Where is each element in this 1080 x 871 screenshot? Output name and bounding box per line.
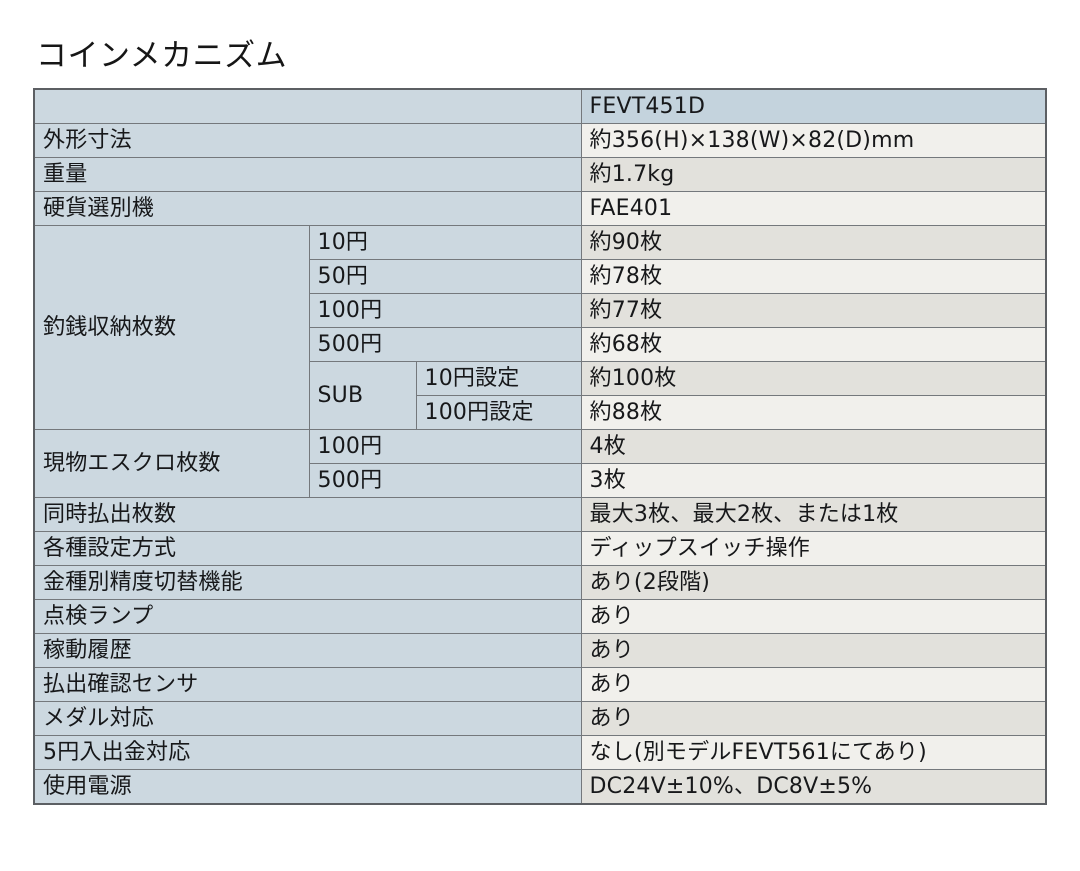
row-value: ディップスイッチ操作	[580, 531, 1047, 566]
table-row: 500円 3枚	[34, 463, 1047, 498]
row-label: 同時払出枚数	[33, 497, 582, 532]
table-row: 重量 約1.7kg	[33, 157, 1047, 192]
row-sublabel-sub: SUB	[308, 361, 417, 430]
table-row: 各種設定方式 ディップスイッチ操作	[33, 531, 1047, 566]
table-row: 50円 約78枚	[34, 259, 1047, 294]
row-label: 金種別精度切替機能	[33, 565, 582, 600]
row-value: あり	[580, 667, 1047, 702]
row-value: あり	[580, 599, 1047, 634]
row-label: 重量	[33, 157, 582, 192]
row-value: あり	[580, 701, 1047, 736]
table-row: 払出確認センサ あり	[33, 667, 1047, 702]
table-row: SUB 10円設定 約100枚	[34, 361, 1047, 430]
row-value: 約90枚	[580, 225, 1047, 260]
row-sublabel: 500円	[308, 463, 582, 498]
table-row: 同時払出枚数 最大3枚、最大2枚、または1枚	[33, 497, 1047, 532]
row-sublabel: 100円	[308, 429, 582, 464]
table-row: 金種別精度切替機能 あり(2段階)	[33, 565, 1047, 600]
row-label: 稼動履歴	[33, 633, 582, 668]
row-value: 約77枚	[580, 293, 1047, 328]
row-value: 約68枚	[580, 327, 1047, 362]
row-value: 約1.7kg	[580, 157, 1047, 192]
row-label-change-storage: 釣銭収納枚数	[33, 225, 310, 430]
table-row: 点検ランプ あり	[33, 599, 1047, 634]
row-subsublabel: 100円設定	[415, 395, 582, 430]
row-label: 使用電源	[33, 769, 582, 805]
row-label: メダル対応	[33, 701, 582, 736]
row-label-escrow: 現物エスクロ枚数	[33, 429, 310, 498]
row-sublabel: 100円	[308, 293, 582, 328]
row-label: 5円入出金対応	[33, 735, 582, 770]
row-value: 4枚	[580, 429, 1047, 464]
coin-mechanism-spec-table: FEVT451D 外形寸法 約356(H)×138(W)×82(D)mm 重量 …	[33, 88, 1048, 805]
row-sublabel: 500円	[308, 327, 582, 362]
row-value: あり	[580, 633, 1047, 668]
table-row: 現物エスクロ枚数 100円 4枚	[33, 429, 1047, 498]
row-label: 各種設定方式	[33, 531, 582, 566]
row-label: 点検ランプ	[33, 599, 582, 634]
row-sublabel: 10円	[308, 225, 582, 260]
row-label: 硬貨選別機	[33, 191, 582, 226]
table-row: 釣銭収納枚数 10円 約90枚	[33, 225, 1047, 430]
row-value: 約88枚	[580, 395, 1047, 430]
row-value: 約78枚	[580, 259, 1047, 294]
row-value: あり(2段階)	[580, 565, 1047, 600]
row-value: 約100枚	[580, 361, 1047, 396]
header-blank-cell	[33, 88, 582, 124]
row-value: なし(別モデルFEVT561にてあり)	[580, 735, 1047, 770]
row-subsublabel: 10円設定	[415, 361, 582, 396]
header-model-cell: FEVT451D	[580, 88, 1047, 124]
table-row: 稼動履歴 あり	[33, 633, 1047, 668]
row-value: 3枚	[580, 463, 1047, 498]
table-header-row: FEVT451D	[33, 88, 1047, 124]
row-value: FAE401	[580, 191, 1047, 226]
table-row: メダル対応 あり	[33, 701, 1047, 736]
table-row: 外形寸法 約356(H)×138(W)×82(D)mm	[33, 123, 1047, 158]
table-row: 5円入出金対応 なし(別モデルFEVT561にてあり)	[33, 735, 1047, 770]
row-value: 約356(H)×138(W)×82(D)mm	[580, 123, 1047, 158]
row-sublabel: 50円	[308, 259, 582, 294]
spec-table-container: FEVT451D 外形寸法 約356(H)×138(W)×82(D)mm 重量 …	[33, 88, 1048, 805]
row-value: 最大3枚、最大2枚、または1枚	[580, 497, 1047, 532]
table-row: 硬貨選別機 FAE401	[33, 191, 1047, 226]
row-value: DC24V±10%、DC8V±5%	[580, 769, 1047, 805]
row-label: 払出確認センサ	[33, 667, 582, 702]
table-row: 100円設定 約88枚	[34, 395, 1047, 430]
table-row: 500円 約68枚	[34, 327, 1047, 362]
row-label: 外形寸法	[33, 123, 582, 158]
table-row: 使用電源 DC24V±10%、DC8V±5%	[33, 769, 1047, 805]
page-title: コインメカニズム	[36, 38, 288, 74]
